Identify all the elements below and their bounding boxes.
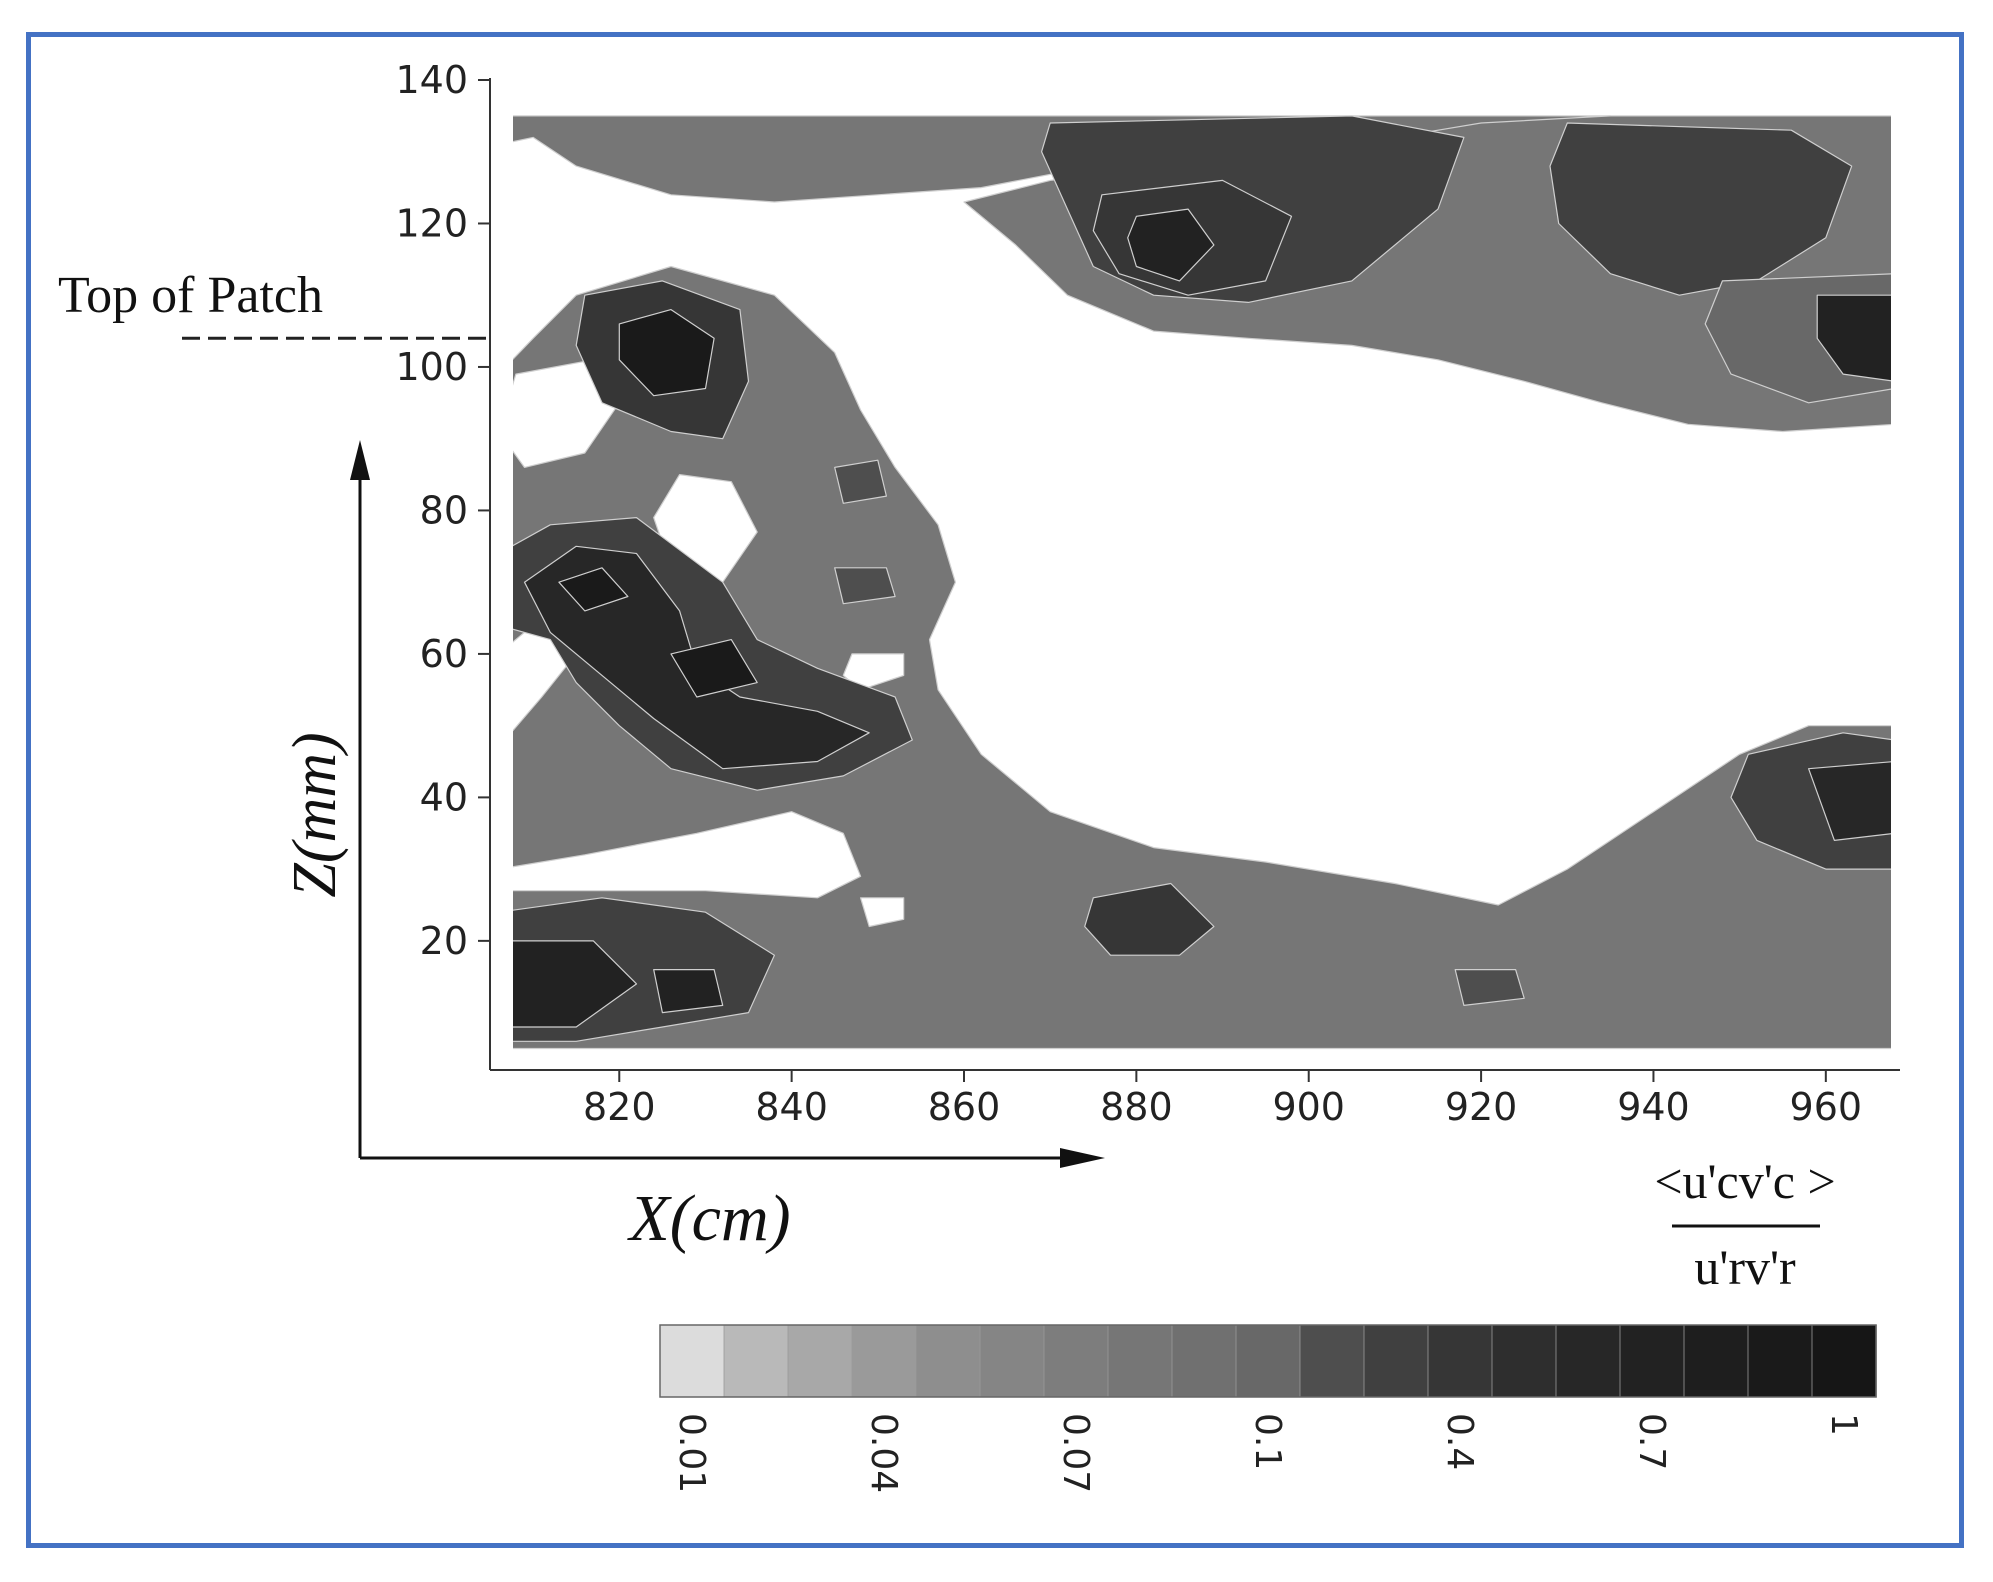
colorbar-swatch	[1811, 1324, 1877, 1398]
y-tick-label: 60	[420, 632, 468, 676]
colorbar-swatch	[1555, 1324, 1621, 1398]
colorbar-swatch	[1683, 1324, 1749, 1398]
contour-region-25	[653, 968, 724, 1014]
contour-region-11	[842, 653, 905, 691]
colorbar-tick-label: 1	[1823, 1413, 1864, 1436]
contour-region-20	[670, 638, 758, 698]
x-tick-label: 920	[1445, 1085, 1518, 1129]
y-tick-label: 100	[395, 345, 468, 389]
contour-region-19	[558, 567, 629, 612]
colorbar-swatch	[1235, 1324, 1301, 1398]
colorbar	[659, 1324, 1877, 1398]
colorbar-swatch	[659, 1324, 725, 1398]
contour-region-16	[618, 309, 715, 397]
y-tick-label: 20	[420, 919, 468, 963]
x-tick-label: 820	[583, 1085, 656, 1129]
z-axis-label: Z(mm)	[281, 732, 349, 897]
contour-plot-area	[513, 115, 1891, 1050]
contour-region-8	[513, 265, 1891, 1050]
colorbar-tick-label: 0.4	[1439, 1413, 1480, 1470]
x-tick-label: 860	[928, 1085, 1001, 1129]
contour-region-24	[513, 940, 638, 1028]
colorbar-label-numerator: <u'cv'c >	[1654, 1153, 1835, 1209]
colorbar-border	[659, 1324, 1877, 1398]
x-tick-label: 840	[755, 1085, 828, 1129]
colorbar-swatch	[723, 1324, 789, 1398]
y-tick-label: 40	[420, 775, 468, 819]
y-axis-ticks: 20 40 60 80 100 120 140	[395, 58, 490, 963]
x-tick-label: 880	[1100, 1085, 1173, 1129]
x-tick-label: 960	[1790, 1085, 1863, 1129]
colorbar-tick-labels: 0.01 0.04 0.07 0.1 0.4 0.7 1	[671, 1413, 1864, 1493]
colorbar-swatch	[1299, 1324, 1365, 1398]
x-axis-ticks: 820 840 860 880 900 920 940 960	[583, 1070, 1862, 1129]
y-tick-label: 80	[420, 488, 468, 532]
colorbar-swatch	[915, 1324, 981, 1398]
colorbar-swatch	[1171, 1324, 1237, 1398]
colorbar-swatch	[1043, 1324, 1109, 1398]
contour-region-26	[1084, 882, 1215, 956]
contour-region-21	[834, 459, 888, 504]
colorbar-swatch	[787, 1324, 853, 1398]
y-tick-label: 120	[395, 201, 468, 245]
colorbar-tick-label: 0.1	[1247, 1413, 1288, 1470]
colorbar-swatch	[1427, 1324, 1493, 1398]
y-tick-label: 140	[395, 58, 468, 102]
colorbar-swatch	[1107, 1324, 1173, 1398]
contour-region-7	[1816, 294, 1891, 382]
contour-region-4	[1127, 208, 1215, 282]
x-arrow-head-icon	[1060, 1148, 1105, 1168]
x-tick-label: 900	[1272, 1085, 1345, 1129]
z-arrow-head-icon	[350, 440, 370, 480]
contour-region-29	[1807, 761, 1891, 842]
x-axis-label: X(cm)	[626, 1182, 790, 1255]
colorbar-swatch	[979, 1324, 1045, 1398]
colorbar-swatch	[851, 1324, 917, 1398]
figure-frame	[26, 32, 1964, 1548]
colorbar-tick-label: 0.04	[863, 1413, 904, 1493]
top-of-patch-label: Top of Patch	[58, 267, 323, 324]
colorbar-swatch	[1747, 1324, 1813, 1398]
colorbar-tick-label: 0.7	[1631, 1413, 1672, 1470]
x-tick-label: 940	[1617, 1085, 1690, 1129]
contour-region-14	[859, 897, 905, 928]
colorbar-tick-label: 0.07	[1055, 1413, 1096, 1493]
contour-region-27	[1454, 968, 1525, 1007]
contour-region-13	[513, 811, 862, 899]
contour-region-5	[1549, 122, 1853, 296]
colorbar-label-denominator: u'rv'r	[1694, 1239, 1796, 1295]
colorbar-swatch	[1491, 1324, 1557, 1398]
colorbar-swatch	[1619, 1324, 1685, 1398]
colorbar-swatch	[1363, 1324, 1429, 1398]
colorbar-tick-label: 0.01	[671, 1413, 712, 1493]
contour-region-22	[834, 567, 896, 605]
